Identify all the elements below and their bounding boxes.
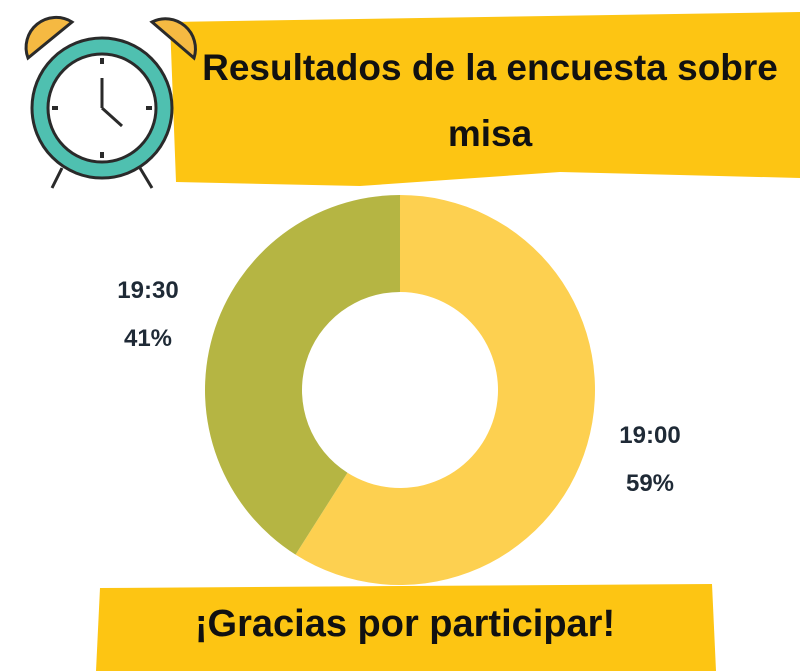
slice-value-label: 59%	[626, 470, 674, 497]
alarm-clock-icon	[24, 15, 197, 189]
donut-slice	[204, 195, 400, 555]
title-banner	[170, 12, 800, 186]
chart-title: Resultados de la encuesta sobre misa	[202, 47, 778, 154]
slice-value-label: 41%	[124, 325, 172, 352]
annotation: ¡Gracias por participar!	[194, 603, 616, 645]
donut-slice	[295, 195, 595, 585]
slice-category-label: 19:00	[619, 422, 680, 449]
footer-banner	[96, 584, 716, 671]
slice-category-label: 19:30	[117, 277, 178, 304]
